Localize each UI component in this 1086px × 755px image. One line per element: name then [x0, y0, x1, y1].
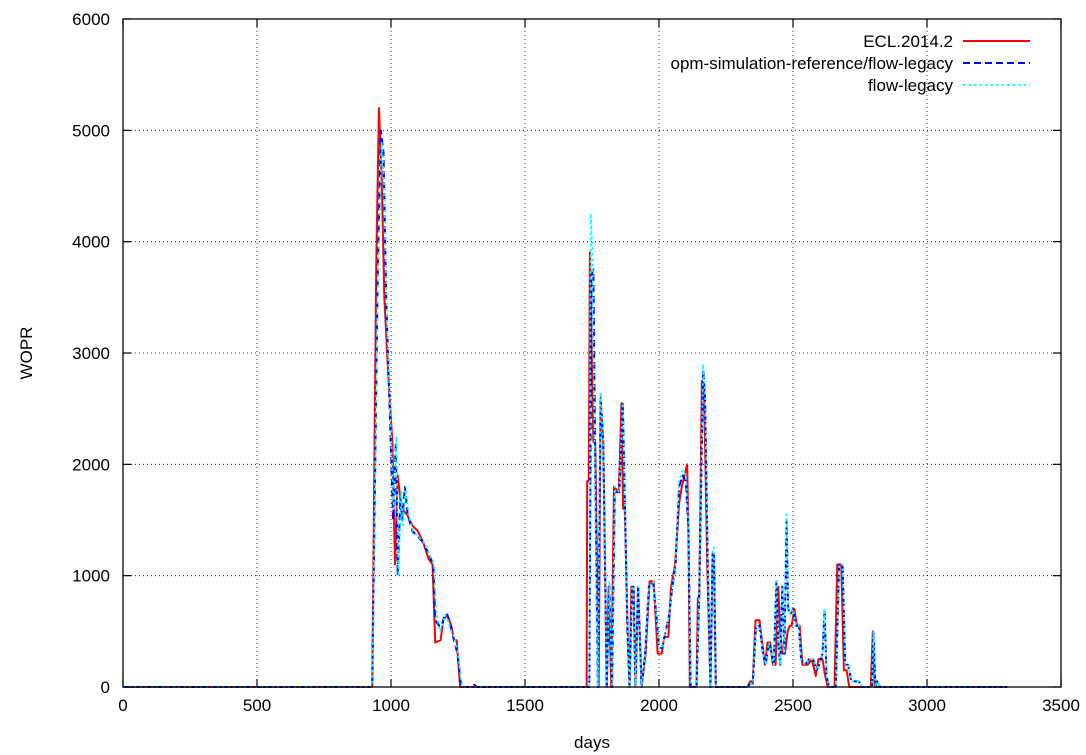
- grid: [123, 19, 1061, 687]
- x-tick-label: 2000: [640, 696, 678, 715]
- y-tick-label: 2000: [72, 455, 110, 474]
- series-layer: [123, 107, 1008, 688]
- series-line-2: [123, 129, 1008, 688]
- legend-label: opm-simulation-reference/flow-legacy: [670, 54, 953, 73]
- y-tick-label: 5000: [72, 121, 110, 140]
- x-tick-label: 0: [118, 696, 127, 715]
- x-tick-label: 1500: [506, 696, 544, 715]
- y-tick-label: 3000: [72, 344, 110, 363]
- y-tick-labels: 0 1000 2000 3000 4000 5000 6000: [72, 10, 110, 697]
- y-tick-label: 0: [101, 678, 110, 697]
- x-tick-label: 2500: [774, 696, 812, 715]
- y-tick-label: 6000: [72, 10, 110, 29]
- x-tick-label: 500: [243, 696, 271, 715]
- y-tick-label: 4000: [72, 233, 110, 252]
- series-line-1: [123, 107, 1008, 688]
- x-tick-label: 3500: [1042, 696, 1080, 715]
- legend-label: flow-legacy: [868, 76, 954, 95]
- axis-ticks: [122, 18, 1062, 688]
- x-tick-label: 1000: [372, 696, 410, 715]
- y-axis-title: WOPR: [17, 327, 36, 380]
- series-line-3: [123, 140, 1008, 688]
- legend-label: ECL.2014.2: [863, 32, 953, 51]
- y-tick-label: 1000: [72, 567, 110, 586]
- x-tick-label: 3000: [908, 696, 946, 715]
- x-tick-labels: 0 500 1000 1500 2000 2500 3000 3500: [118, 696, 1080, 715]
- x-axis-title: days: [574, 733, 610, 752]
- legend: ECL.2014.2 opm-simulation-reference/flow-…: [670, 32, 1030, 95]
